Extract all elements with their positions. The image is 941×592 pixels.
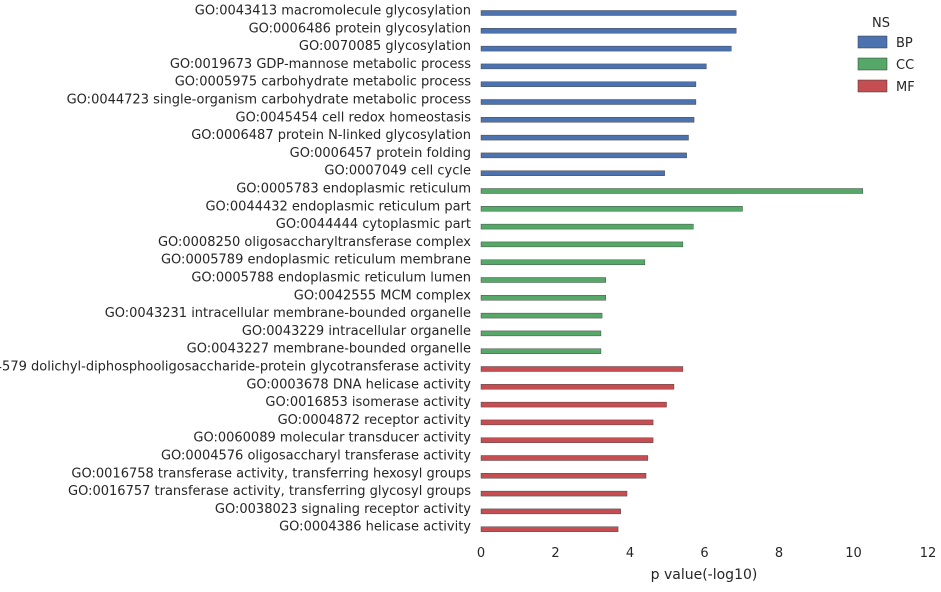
x-tick-label: 4 — [626, 546, 634, 561]
category-label: GO:0003678 DNA helicase activity — [246, 377, 471, 392]
bar-bp — [480, 152, 687, 159]
category-label: GO:0016853 isomerase activity — [265, 395, 471, 410]
bar-cc — [480, 223, 694, 230]
legend-label-mf: MF — [896, 80, 915, 95]
bar-mf — [480, 473, 647, 479]
bar-cc — [480, 241, 684, 248]
bar-bp — [480, 81, 697, 87]
bar-mf — [480, 401, 667, 408]
bar-cc — [480, 330, 602, 337]
category-label: GO:0008250 oligosaccharyltransferase com… — [158, 235, 471, 250]
legend-label-bp: BP — [896, 36, 913, 51]
category-label: GO:0070085 glycosylation — [299, 39, 471, 54]
x-tick-label: 10 — [845, 546, 862, 561]
bar-bp — [480, 63, 707, 70]
bar-mf — [480, 508, 621, 515]
category-label: GO:0005783 endoplasmic reticulum — [236, 182, 471, 197]
bar-mf — [480, 437, 654, 443]
legend-title: NS — [872, 16, 890, 31]
category-label: GO:0007049 cell cycle — [324, 164, 471, 179]
category-label: GO:0043413 macromolecule glycosylation — [195, 4, 471, 19]
legend-label-cc: CC — [896, 58, 914, 73]
category-label: GO:0044432 endoplasmic reticulum part — [205, 199, 471, 214]
bar-bp — [480, 170, 665, 176]
x-tick-label: 6 — [700, 546, 708, 561]
category-label: GO:0006486 protein glycosylation — [249, 21, 471, 36]
category-label: GO:0044444 cytoplasmic part — [276, 217, 471, 232]
bar-cc — [480, 277, 606, 283]
bar-mf — [480, 490, 628, 497]
category-label: GO:0019673 GDP-mannose metabolic process — [170, 57, 471, 72]
legend-swatch-mf — [857, 79, 888, 93]
x-axis-ticks: 0 2 4 6 8 10 12 — [477, 546, 936, 561]
x-tick-label: 8 — [775, 546, 783, 561]
bar-cc — [480, 348, 602, 354]
category-label: GO:0016758 transferase activity, transfe… — [71, 466, 471, 481]
bar-bp — [480, 99, 697, 105]
bar-bp — [480, 117, 695, 123]
category-label: GO:0005975 carbohydrate metabolic proces… — [175, 75, 471, 90]
legend: NS BP CC MF — [857, 16, 915, 95]
category-label: GO:0004579 dolichyl-diphosphooligosaccha… — [0, 360, 471, 375]
bar-mf — [480, 384, 675, 390]
bar-mf — [480, 366, 684, 372]
category-label: GO:0045454 cell redox homeostasis — [236, 110, 472, 125]
category-label: GO:0004872 receptor activity — [278, 413, 472, 428]
bar-mf — [480, 419, 654, 426]
category-label: GO:0044723 single-organism carbohydrate … — [67, 93, 472, 108]
category-label: GO:0005788 endoplasmic reticulum lumen — [191, 271, 471, 286]
category-label: GO:0043229 intracellular organelle — [242, 324, 471, 339]
category-label: GO:0004386 helicase activity — [279, 520, 471, 535]
x-tick-label: 2 — [551, 546, 559, 561]
category-labels: GO:0043413 macromolecule glycosylation GO… — [0, 4, 471, 535]
category-label: GO:0005789 endoplasmic reticulum membran… — [161, 253, 471, 268]
bar-cc — [480, 295, 606, 301]
bar-mf — [480, 455, 649, 461]
bar-bp — [480, 10, 737, 16]
bar-cc — [480, 312, 603, 319]
legend-swatch-cc — [857, 57, 888, 71]
bar-mf — [480, 526, 619, 532]
category-label: GO:0043231 intracellular membrane-bounde… — [105, 306, 471, 321]
bar-bp — [480, 28, 737, 34]
category-label: GO:0043227 membrane-bounded organelle — [187, 342, 471, 357]
bar-cc — [480, 206, 743, 212]
category-label: GO:0006487 protein N-linked glycosylatio… — [191, 128, 471, 143]
bar-bp — [480, 45, 732, 52]
category-label: GO:0042555 MCM complex — [294, 288, 472, 303]
category-label: GO:0038023 signaling receptor activity — [215, 502, 471, 517]
bar-bp — [480, 134, 689, 141]
x-tick-label: 0 — [477, 546, 485, 561]
category-label: GO:0004576 oligosaccharyl transferase ac… — [161, 449, 471, 464]
bar-cc — [480, 188, 864, 194]
bar-cc — [480, 259, 646, 265]
category-label: GO:0006457 protein folding — [290, 146, 471, 161]
category-label: GO:0060089 molecular transducer activity — [193, 431, 471, 446]
category-label: GO:0016757 transferase activity, transfe… — [68, 484, 471, 499]
x-tick-label: 12 — [920, 546, 937, 561]
legend-swatch-bp — [857, 35, 888, 49]
x-axis-title: p value(-log10) — [651, 567, 758, 583]
bars-layer — [480, 10, 864, 532]
